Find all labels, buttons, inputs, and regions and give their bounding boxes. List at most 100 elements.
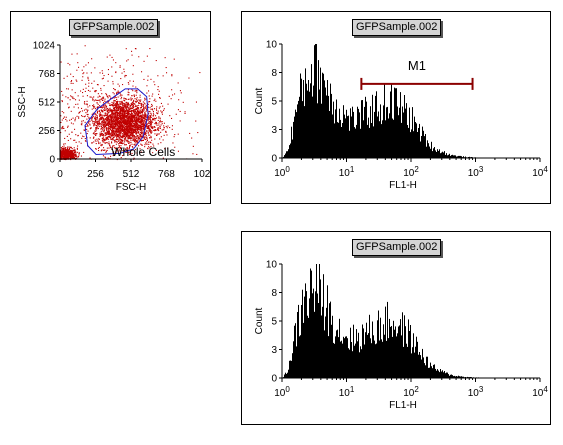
scatter-point — [148, 129, 150, 131]
scatter-point — [125, 132, 127, 134]
scatter-point — [100, 128, 102, 130]
histogram-bar — [337, 329, 338, 378]
scatter-point — [105, 118, 107, 120]
scatter-point — [107, 111, 109, 113]
scatter-point — [139, 110, 141, 112]
histogram-bar — [288, 149, 289, 158]
scatter-point — [132, 85, 134, 87]
scatter-point — [143, 115, 145, 117]
scatter-point — [104, 125, 106, 127]
scatter-point — [95, 129, 97, 131]
scatter-point — [100, 145, 102, 147]
scatter-point — [160, 102, 162, 104]
scatter-point — [62, 146, 64, 148]
scatter-point — [134, 140, 136, 142]
scatter-point — [113, 102, 115, 104]
histogram-bar — [391, 326, 392, 378]
scatter-point — [157, 128, 159, 130]
scatter-point — [132, 131, 134, 133]
scatter-point — [127, 82, 129, 84]
scatter-point — [171, 89, 173, 91]
scatter-point — [119, 116, 121, 118]
scatter-point — [124, 119, 126, 121]
scatter-point — [124, 123, 126, 125]
histogram-2-title-button[interactable]: GFPSample.002 — [352, 239, 442, 256]
scatter-point — [112, 59, 114, 61]
scatter-title-button[interactable]: GFPSample.002 — [69, 19, 159, 36]
scatter-point — [111, 127, 113, 129]
scatter-point — [120, 102, 122, 104]
scatter-point — [108, 116, 110, 118]
scatter-point — [122, 130, 124, 132]
histogram-bar — [287, 372, 288, 378]
scatter-point — [120, 121, 122, 123]
scatter-point — [135, 111, 137, 113]
scatter-point — [97, 124, 99, 126]
scatter-point — [64, 151, 66, 153]
scatter-point — [163, 129, 165, 131]
scatter-point — [158, 116, 160, 118]
scatter-point — [68, 107, 70, 109]
scatter-point — [113, 136, 115, 138]
scatter-point — [171, 125, 173, 127]
scatter-point — [112, 145, 114, 147]
scatter-point — [154, 138, 156, 140]
scatter-point — [129, 136, 131, 138]
scatter-point — [63, 143, 65, 145]
scatter-point — [126, 140, 128, 142]
x-tick-label: 104 — [532, 385, 548, 399]
x-tick-label: 101 — [339, 385, 355, 399]
scatter-point — [133, 130, 135, 132]
scatter-point — [107, 97, 109, 99]
histogram-bar — [284, 374, 285, 378]
histogram-1-title-button[interactable]: GFPSample.002 — [352, 19, 442, 36]
scatter-point — [136, 92, 138, 94]
scatter-point — [137, 114, 139, 116]
scatter-point — [135, 98, 137, 100]
scatter-point — [152, 115, 154, 117]
scatter-point — [98, 110, 100, 112]
scatter-point — [111, 120, 113, 122]
scatter-point — [125, 110, 127, 112]
scatter-point — [106, 95, 108, 97]
scatter-point — [102, 97, 104, 99]
scatter-point — [127, 109, 129, 111]
scatter-point — [86, 124, 88, 126]
scatter-point — [62, 150, 64, 152]
scatter-point — [74, 157, 76, 159]
histogram-bar — [441, 371, 442, 378]
scatter-point — [114, 131, 116, 133]
scatter-point — [63, 77, 65, 79]
scatter-point — [161, 123, 163, 125]
scatter-point — [82, 135, 84, 137]
scatter-point — [104, 120, 106, 122]
scatter-point — [104, 124, 106, 126]
scatter-point — [116, 112, 118, 114]
scatter-point — [141, 129, 143, 131]
scatter-point — [102, 133, 104, 135]
scatter-point — [126, 134, 128, 136]
histogram-bar — [360, 128, 361, 158]
histogram-bar — [369, 127, 370, 158]
scatter-point — [128, 135, 130, 137]
scatter-point — [150, 113, 152, 115]
scatter-point — [106, 56, 108, 58]
histogram-bar — [289, 360, 290, 378]
scatter-point — [94, 90, 96, 92]
histogram-bar — [311, 64, 312, 158]
scatter-point — [136, 132, 138, 134]
scatter-point — [108, 132, 110, 134]
histogram-bar — [351, 342, 352, 378]
scatter-point — [113, 108, 115, 110]
scatter-point — [177, 82, 179, 84]
scatter-point — [71, 154, 73, 156]
histogram-bar — [357, 341, 358, 378]
scatter-point — [110, 133, 112, 135]
scatter-point — [100, 130, 102, 132]
scatter-point — [127, 122, 129, 124]
scatter-point — [128, 134, 130, 136]
scatter-point — [115, 102, 117, 104]
